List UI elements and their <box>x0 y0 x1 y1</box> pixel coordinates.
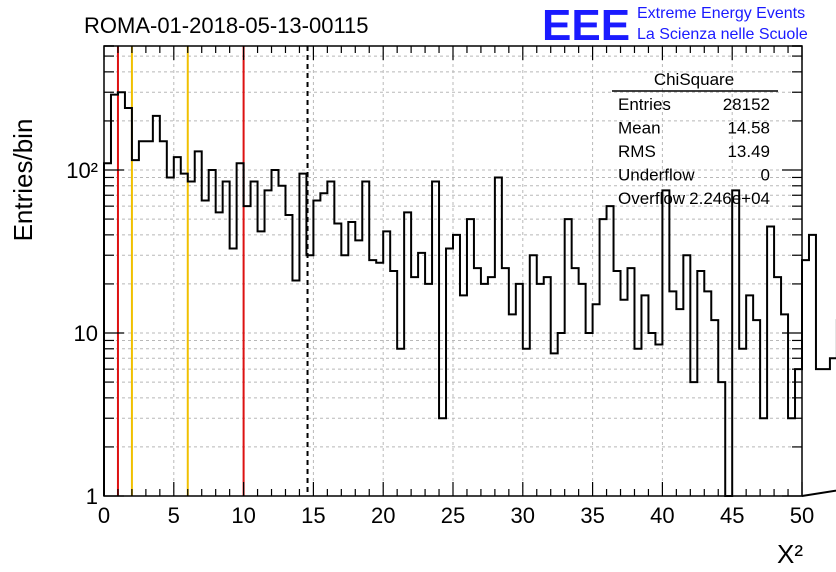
stats-row-value: 13.49 <box>727 142 770 161</box>
x-tick-label: 20 <box>371 503 395 528</box>
logo-line1: Extreme Energy Events <box>637 5 805 22</box>
stats-row-label: Overflow <box>618 189 686 208</box>
grid-lines <box>103 46 803 496</box>
stats-box-title: ChiSquare <box>654 70 734 89</box>
x-tick-label: 40 <box>650 503 674 528</box>
y-tick-label: 10² <box>66 158 98 183</box>
axis-ticks <box>103 45 803 497</box>
eee-logo: EEE Extreme Energy Events La Scienza nel… <box>542 1 808 50</box>
stats-row-label: Underflow <box>618 166 695 185</box>
x-axis-title: X² <box>777 539 803 569</box>
x-tick-label: 5 <box>168 503 180 528</box>
x-tick-label: 15 <box>301 503 325 528</box>
y-tick-label: 1 <box>86 484 98 509</box>
x-tick-label: 50 <box>790 503 814 528</box>
x-tick-label: 35 <box>580 503 604 528</box>
x-tick-label: 0 <box>98 503 110 528</box>
stats-row-label: RMS <box>618 142 656 161</box>
stats-row-label: Mean <box>618 119 661 138</box>
x-tick-label: 25 <box>441 503 465 528</box>
chart-title: ROMA-01-2018-05-13-00115 <box>84 13 369 38</box>
stats-row-value: 28152 <box>723 95 770 114</box>
axis-tick-labels: 0 5 10 15 20 25 30 35 40 45 50 1 10 10² <box>66 158 814 528</box>
stats-box: ChiSquare Entries 28152 Mean 14.58 RMS 13.49 U… <box>612 70 778 208</box>
stats-box-rows: Entries 28152 Mean 14.58 RMS 13.49 Underflow 0 O… <box>618 95 770 208</box>
stats-row-value: 2.246e+04 <box>689 189 770 208</box>
y-tick-label: 10 <box>74 321 98 346</box>
y-axis-title: Entries/bin <box>8 119 38 242</box>
reference-lines <box>116 46 309 496</box>
stats-row-value: 0 <box>761 166 770 185</box>
x-tick-label: 45 <box>720 503 744 528</box>
logo-line2: La Scienza nelle Scuole <box>637 26 808 43</box>
stats-row-label: Entries <box>618 95 671 114</box>
x-tick-label: 30 <box>511 503 535 528</box>
stats-row-value: 14.58 <box>727 119 770 138</box>
logo-mark: EEE <box>542 1 630 50</box>
histogram-step-line <box>103 91 836 497</box>
x-tick-label: 10 <box>231 503 255 528</box>
